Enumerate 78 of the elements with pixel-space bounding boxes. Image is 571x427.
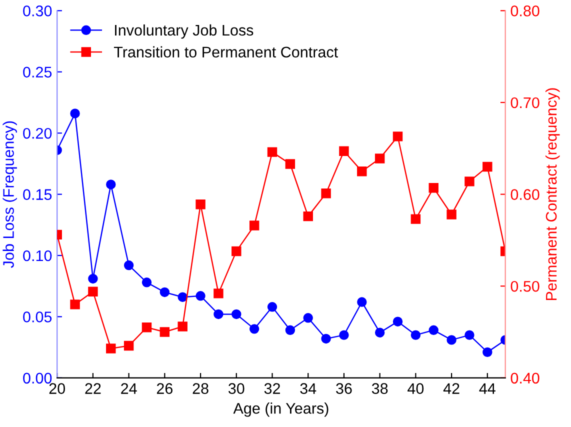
point xyxy=(482,162,492,172)
point xyxy=(482,347,492,358)
y2-tick-label: 0.60 xyxy=(510,189,540,200)
point xyxy=(392,132,403,142)
point xyxy=(285,325,296,336)
point xyxy=(464,330,474,340)
point xyxy=(267,302,278,312)
y-tick-label: 0.15 xyxy=(23,189,52,200)
point xyxy=(214,288,224,298)
point xyxy=(232,309,242,320)
y-axis-title: Job Loss (Frequency) xyxy=(2,121,17,268)
x-tick-label: 30 xyxy=(228,383,244,394)
point xyxy=(428,182,438,193)
point xyxy=(70,300,80,310)
y-tick-label: 0.20 xyxy=(23,128,52,139)
y2-tick-label: 0.80 xyxy=(510,6,540,16)
point xyxy=(88,286,98,296)
point xyxy=(232,246,242,256)
point xyxy=(303,211,313,222)
point xyxy=(357,297,367,307)
x-tick-label: 44 xyxy=(479,383,496,394)
point xyxy=(446,210,456,220)
point xyxy=(321,334,331,344)
x-tick-label: 26 xyxy=(156,383,172,394)
point xyxy=(410,330,421,340)
y2-tick-label: 0.70 xyxy=(510,97,540,108)
point xyxy=(124,260,134,270)
y-tick-label: 0.10 xyxy=(23,250,52,262)
point xyxy=(339,330,349,340)
point xyxy=(357,166,367,176)
point xyxy=(285,159,296,169)
point xyxy=(142,278,152,288)
y2-tick-label: 0.40 xyxy=(510,372,540,384)
y-tick-label: 0.30 xyxy=(23,6,52,16)
point xyxy=(88,274,98,284)
x-tick-label: 34 xyxy=(300,383,316,394)
x-tick-label: 36 xyxy=(336,383,352,394)
point xyxy=(374,154,385,164)
y2-axis-title: Permanent Contract (requency) xyxy=(545,88,560,300)
x-tick-label: 38 xyxy=(372,383,388,394)
point xyxy=(214,309,224,320)
legend-label: Transition to Permanent Contract xyxy=(114,46,338,58)
point xyxy=(249,324,260,334)
y2-tick-label: 0.50 xyxy=(510,280,540,292)
point xyxy=(392,316,403,326)
point xyxy=(106,180,116,190)
legend-label: Involuntary Job Loss xyxy=(115,24,254,39)
point xyxy=(410,214,421,224)
point xyxy=(374,328,385,338)
point xyxy=(196,200,206,210)
x-tick-label: 22 xyxy=(85,383,101,394)
x-tick-label: 28 xyxy=(192,383,208,394)
y-tick-label: 0.05 xyxy=(23,312,52,322)
point xyxy=(142,322,152,332)
y-tick-label: 0.25 xyxy=(23,66,52,78)
y-tick-label: 0.00 xyxy=(23,372,52,384)
point xyxy=(428,325,438,336)
point xyxy=(70,108,80,118)
point xyxy=(446,335,456,345)
point xyxy=(196,291,206,301)
point xyxy=(160,327,170,337)
point xyxy=(124,340,134,351)
x-tick-label: 32 xyxy=(264,383,280,394)
x-tick-label: 42 xyxy=(443,383,460,394)
x-tick-label: 20 xyxy=(49,383,65,394)
point xyxy=(160,287,170,298)
point xyxy=(303,313,313,323)
point xyxy=(464,176,474,186)
point xyxy=(178,322,188,332)
point xyxy=(178,292,188,302)
point xyxy=(106,344,116,354)
x-tick-label: 24 xyxy=(121,383,137,394)
point xyxy=(249,220,260,230)
point xyxy=(339,146,349,156)
x-tick-label: 40 xyxy=(408,383,424,394)
point xyxy=(267,147,278,157)
x-axis-title: Age (in Years) xyxy=(233,402,328,417)
point xyxy=(321,188,331,198)
